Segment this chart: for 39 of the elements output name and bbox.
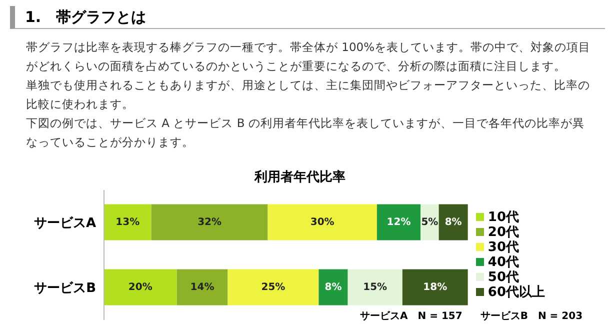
data-label: 12% bbox=[386, 216, 411, 228]
data-label: 25% bbox=[261, 282, 286, 293]
legend-label: 20代 bbox=[488, 225, 519, 240]
chart-title: 利用者年代比率 bbox=[253, 168, 346, 186]
text: サービスB N = 203 bbox=[480, 311, 583, 322]
annotation: サービスA N = 157 bbox=[360, 311, 462, 322]
bar bbox=[402, 269, 468, 306]
legend-label: 50代 bbox=[488, 270, 519, 285]
bar bbox=[151, 204, 268, 240]
bar bbox=[438, 204, 468, 240]
text: 帯グラフは比率を表現する棒グラフの一種です。帯全体が 100%を表しています。帯の中で、対象の項目がどれくらいの面積を占めているのかということが重要になるので、分析の際は面積に注目します。 bbox=[26, 39, 592, 75]
text: 単独でも使用されることもありますが、用途としては、主に集団間やビフォーアフターといった、比率の比較に使われます。 bbox=[26, 77, 591, 113]
data-label: 8% bbox=[444, 216, 462, 228]
data-label: 18% bbox=[423, 282, 448, 293]
data-label: 15% bbox=[363, 282, 388, 293]
bar bbox=[176, 269, 228, 306]
data-label: 32% bbox=[198, 216, 222, 228]
bar bbox=[268, 204, 377, 240]
bar bbox=[376, 204, 421, 240]
legend-label: 40代 bbox=[488, 255, 519, 270]
data-label: 13% bbox=[116, 216, 140, 228]
text: 下図の例では、サービス A とサービス B の利用者年代比率を表していますが、一目で各年代の比率が異なっていることが分かります。 bbox=[26, 115, 586, 151]
bar bbox=[348, 269, 402, 306]
data-label: 20% bbox=[128, 282, 152, 293]
bar bbox=[104, 204, 152, 240]
text: 1. 帯グラフとは bbox=[10, 6, 605, 29]
legend-label: 60代以上 bbox=[488, 285, 545, 300]
bar bbox=[318, 269, 348, 306]
y-tick-label: サービスA bbox=[34, 216, 96, 232]
data-label: 14% bbox=[190, 282, 214, 293]
data-label: 30% bbox=[310, 216, 334, 228]
data-label: 8% bbox=[324, 282, 342, 293]
y-tick-label: サービスB bbox=[34, 281, 96, 296]
bar bbox=[420, 204, 439, 240]
legend-label: 10代 bbox=[488, 210, 519, 225]
bar bbox=[104, 269, 177, 306]
legend-label: 30代 bbox=[488, 240, 519, 255]
data-label: 5% bbox=[421, 216, 438, 228]
bar bbox=[228, 269, 319, 306]
